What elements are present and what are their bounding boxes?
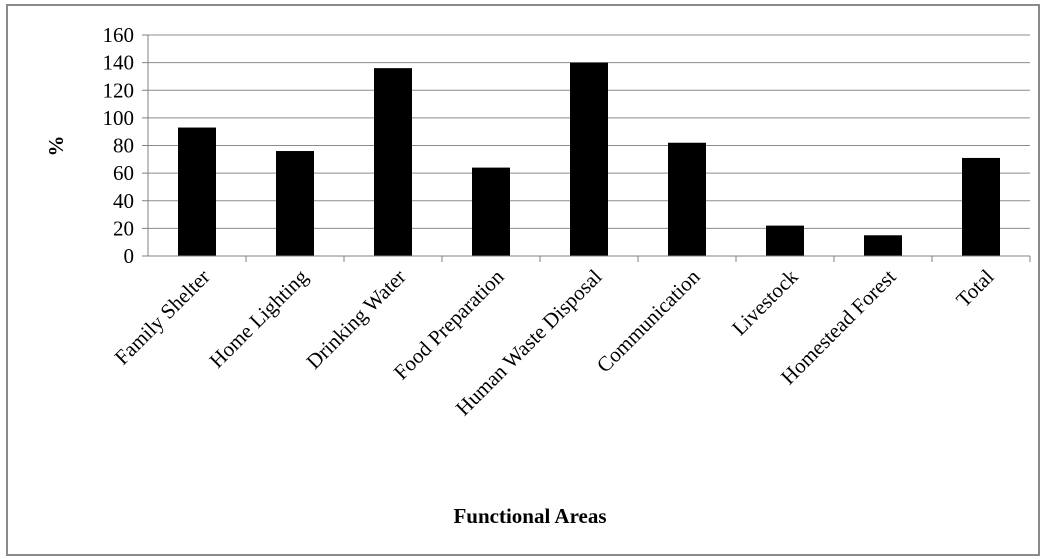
y-tick-label: 60: [113, 161, 134, 185]
bar: [472, 167, 510, 256]
bar: [766, 225, 804, 256]
bar: [962, 157, 1000, 256]
x-category-label: Total: [951, 264, 998, 311]
y-tick-label: 120: [103, 78, 135, 102]
bar: [276, 151, 314, 256]
x-category-label: Communication: [592, 264, 705, 377]
x-category-label: Family Shelter: [110, 265, 215, 370]
y-tick-label: 0: [124, 244, 135, 268]
y-tick-labels: 0 20 40 60 80 100 120 140 160: [103, 23, 135, 268]
y-tick-label: 160: [103, 23, 135, 47]
y-tick-label: 80: [113, 134, 134, 158]
x-category-label: Livestock: [727, 264, 803, 340]
y-tick-label: 100: [103, 106, 135, 130]
x-axis-title: Functional Areas: [453, 504, 606, 528]
bars: [178, 62, 1000, 257]
y-tick-label: 40: [113, 189, 134, 213]
y-tick-label: 20: [113, 216, 134, 240]
bar: [570, 62, 608, 256]
bar: [864, 235, 902, 256]
bar: [668, 142, 706, 256]
x-category-label: Home Lighting: [204, 264, 312, 372]
bar: [374, 68, 412, 257]
y-tick-label: 140: [103, 51, 135, 75]
bar: [178, 127, 216, 256]
y-axis-title: %: [44, 136, 68, 157]
chart-frame: [6, 4, 1040, 556]
x-category-label: Drinking Water: [301, 265, 410, 374]
